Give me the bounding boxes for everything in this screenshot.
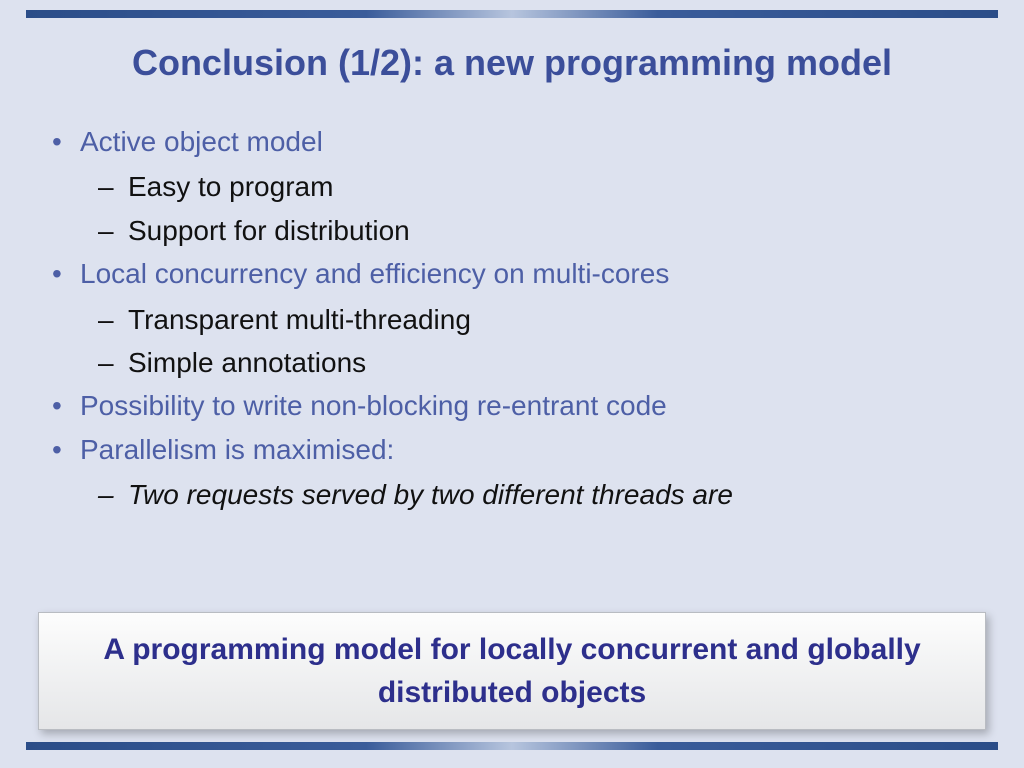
callout-box: A programming model for locally concurre… (38, 612, 986, 730)
bullet-text: Local concurrency and efficiency on mult… (80, 258, 669, 289)
top-divider (26, 10, 998, 18)
bullet-nonblocking: Possibility to write non-blocking re-ent… (46, 384, 978, 427)
sub-two-requests: Two requests served by two different thr… (80, 473, 978, 516)
sub-support-distribution: Support for distribution (80, 209, 978, 252)
sub-simple-annotations: Simple annotations (80, 341, 978, 384)
bottom-divider (26, 742, 998, 750)
bullet-local-concurrency: Local concurrency and efficiency on mult… (46, 252, 978, 384)
slide-body: Active object model Easy to program Supp… (46, 120, 978, 517)
bullet-text: Active object model (80, 126, 323, 157)
sub-easy-program: Easy to program (80, 165, 978, 208)
bullet-parallelism: Parallelism is maximised: Two requests s… (46, 428, 978, 517)
bullet-text: Possibility to write non-blocking re-ent… (80, 390, 667, 421)
slide-title: Conclusion (1/2): a new programming mode… (0, 42, 1024, 84)
sub-transparent-threading: Transparent multi-threading (80, 298, 978, 341)
bullet-active-object: Active object model Easy to program Supp… (46, 120, 978, 252)
callout-text: A programming model for locally concurre… (69, 628, 955, 715)
bullet-text: Parallelism is maximised: (80, 434, 394, 465)
